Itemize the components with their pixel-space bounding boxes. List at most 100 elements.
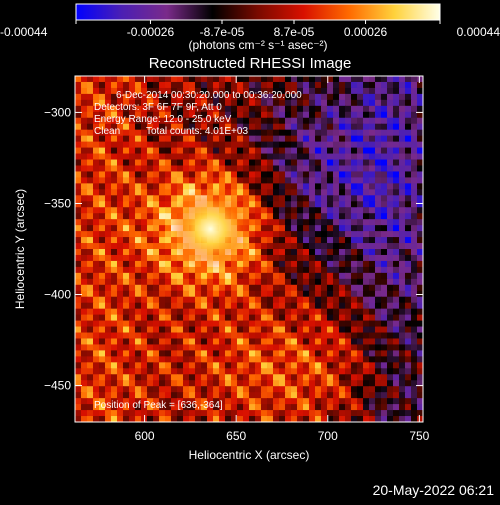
heatmap-cell <box>213 141 220 149</box>
heatmap-cell <box>309 135 316 143</box>
heatmap-cell <box>315 201 322 208</box>
heatmap-cell <box>189 362 196 369</box>
heatmap-cell <box>279 314 286 322</box>
heatmap-cell <box>249 416 256 422</box>
heatmap-cell <box>351 332 358 340</box>
heatmap-cell <box>285 87 292 95</box>
heatmap-cell <box>135 260 142 268</box>
heatmap-cell <box>213 386 220 393</box>
heatmap-cell <box>129 374 136 381</box>
heatmap-cell <box>393 302 400 310</box>
heatmap-cell <box>225 314 232 322</box>
heatmap-cell <box>261 87 268 95</box>
heatmap-cell <box>213 87 220 95</box>
heatmap-cell <box>285 93 292 101</box>
heatmap-cell <box>399 93 406 101</box>
heatmap-cell <box>243 189 250 196</box>
heatmap-cell <box>369 284 376 292</box>
heatmap-cell <box>255 111 262 119</box>
heatmap-cell <box>141 278 148 286</box>
heatmap-cell <box>129 183 136 190</box>
heatmap-cell <box>309 398 316 405</box>
heatmap-cell <box>417 165 423 173</box>
heatmap-cell <box>93 153 100 161</box>
heatmap-cell <box>273 362 280 369</box>
heatmap-cell <box>99 326 106 334</box>
heatmap-cell <box>297 171 304 179</box>
heatmap-cell <box>183 272 190 280</box>
heatmap-cell <box>243 201 250 208</box>
heatmap-cell <box>417 398 423 405</box>
heatmap-cell <box>393 392 400 399</box>
heatmap-cell <box>417 183 423 190</box>
heatmap-cell <box>237 93 244 101</box>
heatmap-cell <box>417 362 423 369</box>
heatmap-cell <box>297 350 304 357</box>
heatmap-cell <box>387 254 394 262</box>
heatmap-cell <box>285 362 292 369</box>
heatmap-cell <box>321 237 328 244</box>
heatmap-cell <box>297 195 304 202</box>
heatmap-cell <box>339 374 346 381</box>
heatmap-cell <box>333 320 340 328</box>
heatmap-cell <box>159 159 166 167</box>
heatmap-cell <box>135 93 142 101</box>
heatmap-cell <box>381 231 388 238</box>
heatmap-cell <box>339 398 346 405</box>
heatmap-cell <box>339 344 346 352</box>
heatmap-cell <box>291 237 298 244</box>
heatmap-cell <box>117 213 124 220</box>
heatmap-cell <box>165 416 172 422</box>
heatmap-cell <box>315 362 322 369</box>
heatmap-cell <box>381 356 388 363</box>
heatmap-cell <box>117 207 124 214</box>
heatmap-cell <box>285 249 292 256</box>
heatmap-cell <box>129 81 136 89</box>
heatmap-cell <box>147 171 154 179</box>
heatmap-cell <box>87 386 94 393</box>
heatmap-cell <box>351 141 358 149</box>
heatmap-cell <box>405 189 412 196</box>
heatmap-cell <box>387 165 394 173</box>
heatmap-cell <box>351 302 358 310</box>
heatmap-cell <box>105 117 112 125</box>
heatmap-cell <box>207 129 214 137</box>
heatmap-cell <box>417 308 423 316</box>
annotation-peak-position: Position of Peak = [636,-364] <box>94 400 223 411</box>
heatmap-cell <box>93 254 100 262</box>
heatmap-cell <box>369 278 376 286</box>
heatmap-cell <box>141 314 148 322</box>
heatmap-cell <box>333 296 340 304</box>
heatmap-cell <box>87 249 94 256</box>
heatmap-cell <box>399 225 406 232</box>
heatmap-cell <box>315 284 322 292</box>
heatmap-cell <box>321 147 328 155</box>
heatmap-cell <box>111 314 118 322</box>
heatmap-cell <box>141 243 148 250</box>
heatmap-cell <box>279 374 286 381</box>
heatmap-cell <box>135 398 142 405</box>
heatmap-cell <box>153 314 160 322</box>
heatmap-cell <box>195 404 202 411</box>
heatmap-cell <box>309 362 316 369</box>
heatmap-cell <box>369 207 376 214</box>
heatmap-cell <box>129 201 136 208</box>
heatmap-cell <box>123 183 130 190</box>
heatmap-cell <box>153 386 160 393</box>
heatmap-cell <box>291 290 298 298</box>
heatmap-cell <box>135 410 142 417</box>
heatmap-cell <box>129 141 136 149</box>
heatmap-cell <box>333 225 340 232</box>
heatmap-cell <box>111 81 118 89</box>
heatmap-cell <box>297 374 304 381</box>
heatmap-cell <box>273 117 280 125</box>
heatmap-cell <box>345 165 352 173</box>
heatmap-cell <box>219 147 226 155</box>
heatmap-cell <box>165 105 172 113</box>
heatmap-cell <box>369 135 376 143</box>
heatmap-cell <box>225 99 232 107</box>
heatmap-cell <box>303 362 310 369</box>
heatmap-cell <box>153 356 160 363</box>
heatmap-cell <box>411 320 418 328</box>
heatmap-cell <box>99 171 106 179</box>
